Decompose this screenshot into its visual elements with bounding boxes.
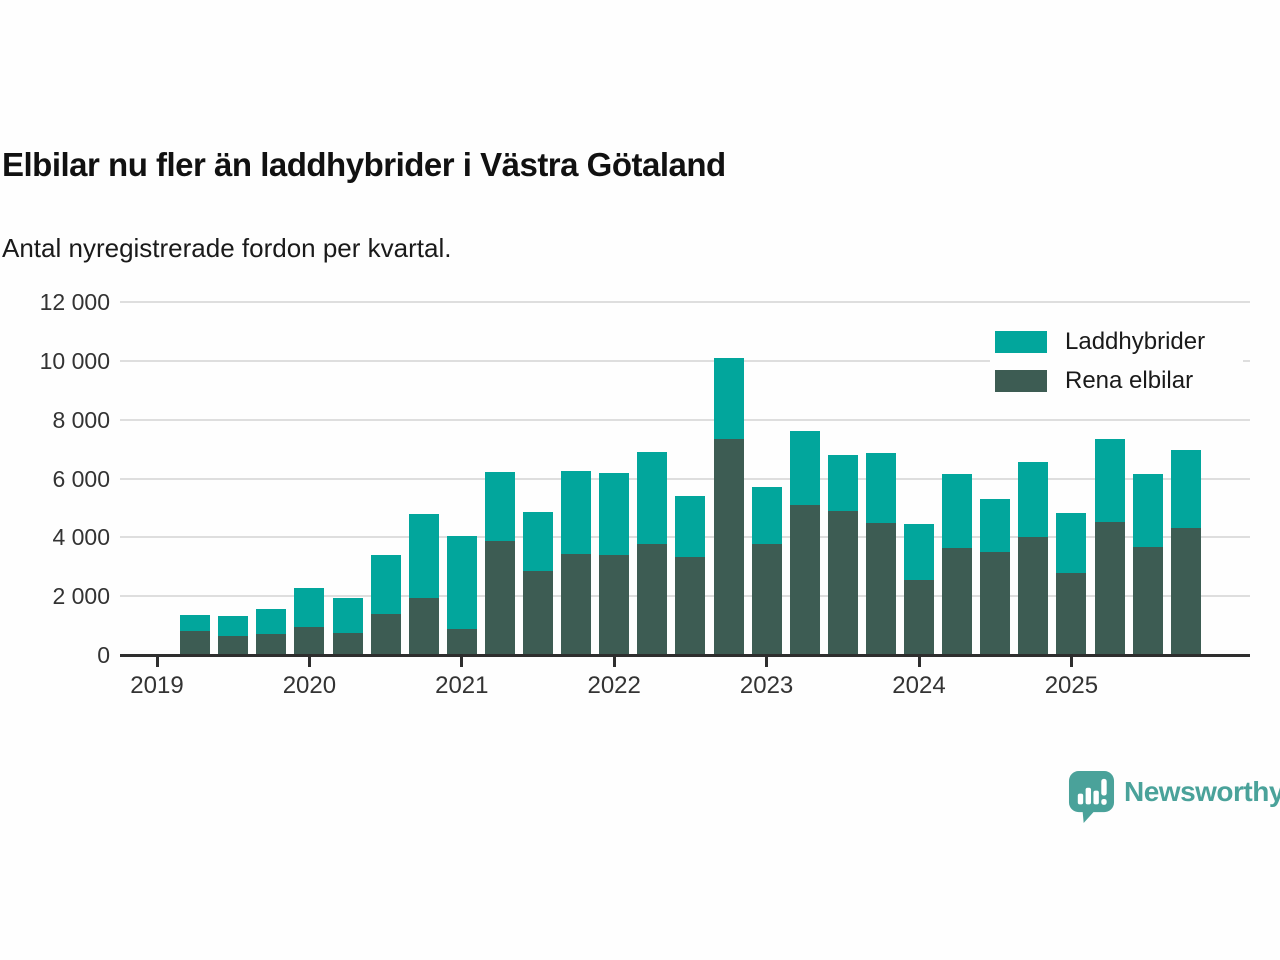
- bar-2021-Q3-rena-elbilar: [523, 571, 553, 655]
- bar-2020-Q3-rena-elbilar: [371, 614, 401, 655]
- bar-2023-Q4-laddhybrider: [866, 453, 896, 522]
- bar-2022-Q2-rena-elbilar: [637, 544, 667, 655]
- bar-2019-Q3-laddhybrider: [218, 616, 248, 635]
- x-axis-tick-2025: [1070, 657, 1073, 667]
- bar-2022-Q1-laddhybrider: [599, 473, 629, 555]
- bar-2019-Q4-rena-elbilar: [256, 634, 286, 655]
- bar-2025-Q3-rena-elbilar: [1133, 547, 1163, 655]
- bar-2020-Q4-laddhybrider: [409, 514, 439, 598]
- bar-2025-Q1-laddhybrider: [1056, 513, 1086, 573]
- x-axis-tick-2020: [308, 657, 311, 667]
- legend-swatch: [995, 370, 1047, 392]
- bar-2022-Q1-rena-elbilar: [599, 555, 629, 655]
- bar-2025-Q4-laddhybrider: [1171, 450, 1201, 528]
- bar-2022-Q2-laddhybrider: [637, 452, 667, 544]
- bar-2023-Q2-laddhybrider: [790, 431, 820, 505]
- x-axis-year-label: 2024: [874, 672, 964, 700]
- bar-chart-speech-bubble-icon: [1068, 771, 1115, 823]
- y-axis-tick-label: 6 000: [0, 466, 110, 492]
- bar-2025-Q4-rena-elbilar: [1171, 528, 1201, 655]
- legend-swatch: [995, 331, 1047, 353]
- bar-2024-Q3-rena-elbilar: [980, 552, 1010, 655]
- bar-2020-Q3-laddhybrider: [371, 555, 401, 614]
- bar-2020-Q1-laddhybrider: [294, 588, 324, 627]
- gridline-8000: [120, 419, 1250, 421]
- bar-2021-Q3-laddhybrider: [523, 512, 553, 571]
- bar-2024-Q2-laddhybrider: [942, 474, 972, 548]
- bar-2020-Q2-laddhybrider: [333, 598, 363, 633]
- bar-2019-Q4-laddhybrider: [256, 609, 286, 634]
- bar-2021-Q2-rena-elbilar: [485, 541, 515, 655]
- newsworthy-logo: Newsworthy: [1068, 771, 1280, 823]
- bar-2023-Q4-rena-elbilar: [866, 523, 896, 655]
- bar-2025-Q1-rena-elbilar: [1056, 573, 1086, 655]
- x-axis-year-label: 2025: [1026, 672, 1116, 700]
- legend-label: Laddhybrider: [1065, 329, 1205, 355]
- bar-2019-Q2-rena-elbilar: [180, 631, 210, 655]
- x-axis-tick-2024: [918, 657, 921, 667]
- bar-2021-Q4-laddhybrider: [561, 471, 591, 554]
- y-axis-tick-label: 10 000: [0, 348, 110, 374]
- legend-item: Laddhybrider: [995, 329, 1243, 355]
- bar-2025-Q2-laddhybrider: [1095, 439, 1125, 523]
- bar-2021-Q4-rena-elbilar: [561, 554, 591, 655]
- y-axis-tick-label: 4 000: [0, 524, 110, 550]
- x-axis-line: [120, 654, 1250, 657]
- bar-2024-Q4-laddhybrider: [1018, 462, 1048, 537]
- legend-item: Rena elbilar: [995, 368, 1243, 394]
- bar-2020-Q2-rena-elbilar: [333, 633, 363, 655]
- x-axis-year-label: 2021: [417, 672, 507, 700]
- y-axis-tick-label: 2 000: [0, 583, 110, 609]
- bar-2023-Q2-rena-elbilar: [790, 505, 820, 655]
- infographic-page: Elbilar nu fler än laddhybrider i Västra…: [0, 0, 1280, 960]
- bar-2021-Q1-rena-elbilar: [447, 629, 477, 655]
- bar-2021-Q1-laddhybrider: [447, 536, 477, 630]
- bar-2025-Q3-laddhybrider: [1133, 474, 1163, 547]
- bar-2023-Q3-laddhybrider: [828, 455, 858, 511]
- logo-wordmark: Newsworthy: [1124, 776, 1280, 808]
- bar-2024-Q4-rena-elbilar: [1018, 537, 1048, 655]
- gridline-12000: [120, 301, 1250, 303]
- bar-2022-Q4-rena-elbilar: [714, 439, 744, 655]
- bar-2024-Q2-rena-elbilar: [942, 548, 972, 655]
- bar-2024-Q1-laddhybrider: [904, 524, 934, 580]
- x-axis-year-label: 2022: [569, 672, 659, 700]
- y-axis-tick-label: 12 000: [0, 289, 110, 315]
- x-axis-tick-2021: [460, 657, 463, 667]
- x-axis-tick-2019: [156, 657, 159, 667]
- bar-2022-Q4-laddhybrider: [714, 358, 744, 439]
- bar-2022-Q3-rena-elbilar: [675, 557, 705, 655]
- chart-legend: Laddhybrider Rena elbilar: [990, 325, 1243, 400]
- bar-2022-Q3-laddhybrider: [675, 496, 705, 557]
- y-axis-tick-label: 8 000: [0, 407, 110, 433]
- x-axis-tick-2022: [613, 657, 616, 667]
- x-axis-year-label: 2023: [722, 672, 812, 700]
- bar-2019-Q2-laddhybrider: [180, 615, 210, 631]
- y-axis-tick-label: 0: [0, 642, 110, 668]
- x-axis-year-label: 2020: [264, 672, 354, 700]
- x-axis-year-label: 2019: [112, 672, 202, 700]
- legend-label: Rena elbilar: [1065, 368, 1193, 394]
- bar-2025-Q2-rena-elbilar: [1095, 522, 1125, 655]
- bar-2024-Q3-laddhybrider: [980, 499, 1010, 552]
- x-axis-tick-2023: [765, 657, 768, 667]
- bar-2020-Q4-rena-elbilar: [409, 598, 439, 655]
- gridline-6000: [120, 478, 1250, 480]
- bar-2019-Q3-rena-elbilar: [218, 636, 248, 655]
- bar-2020-Q1-rena-elbilar: [294, 627, 324, 655]
- bar-2023-Q1-laddhybrider: [752, 487, 782, 544]
- bar-2024-Q1-rena-elbilar: [904, 580, 934, 655]
- bar-2023-Q1-rena-elbilar: [752, 544, 782, 655]
- bar-2021-Q2-laddhybrider: [485, 472, 515, 541]
- bar-2023-Q3-rena-elbilar: [828, 511, 858, 655]
